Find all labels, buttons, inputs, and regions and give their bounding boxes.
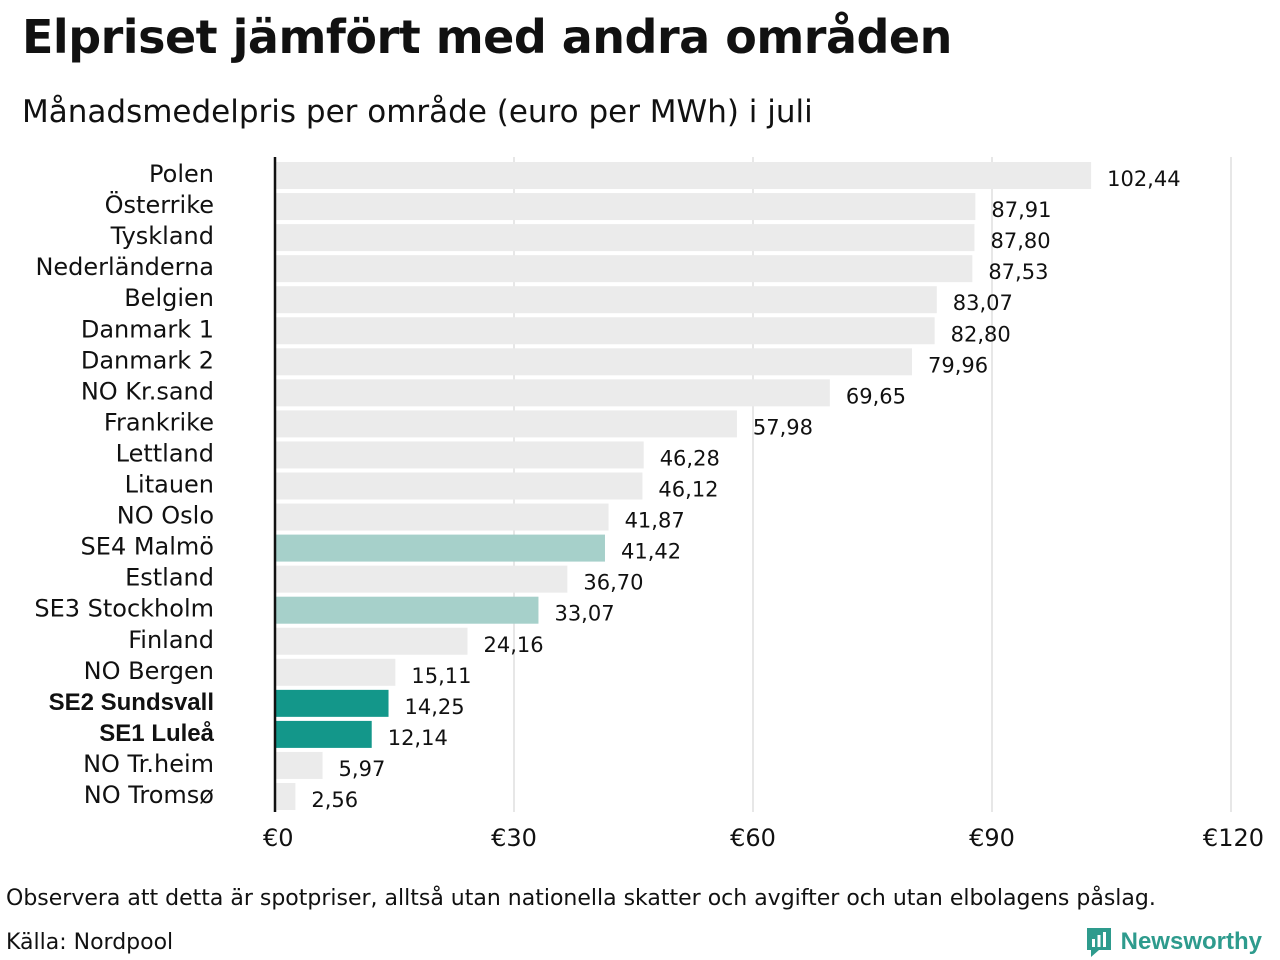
footnote: Observera att detta är spotpriser, allts… <box>6 886 1156 911</box>
bar <box>275 658 396 686</box>
value-label: 79,96 <box>928 353 988 377</box>
x-tick-label: €0 <box>263 824 294 852</box>
x-tick-label: €60 <box>730 824 776 852</box>
bar <box>275 596 539 624</box>
bar <box>275 379 830 407</box>
bar <box>275 534 605 562</box>
category-label: SE1 Luleå <box>99 720 214 747</box>
x-tick-label: €120 <box>1203 824 1264 852</box>
category-label: NO Oslo <box>117 502 214 530</box>
bar <box>275 565 568 593</box>
bar <box>275 720 372 748</box>
category-label: Lettland <box>116 439 214 467</box>
category-label: Estland <box>125 564 214 592</box>
value-label: 36,70 <box>583 571 643 595</box>
category-label: SE4 Malmö <box>81 533 214 561</box>
category-label: Nederländerna <box>35 253 214 281</box>
bars-layer <box>275 162 1092 810</box>
value-label: 5,97 <box>339 757 386 781</box>
value-label: 14,25 <box>405 695 465 719</box>
category-label: Polen <box>149 160 214 188</box>
bar <box>275 410 737 438</box>
value-label: 82,80 <box>951 322 1011 346</box>
brand-logo: Newsworthy <box>1085 924 1262 960</box>
category-label: Finland <box>128 626 214 654</box>
bar-chart: €0 €30 €60 €90 €120 Polen 102,44 Österrike 87,91… <box>34 157 1264 852</box>
category-label: NO Kr.sand <box>81 377 214 405</box>
value-label: 41,42 <box>621 540 681 564</box>
bar <box>275 751 323 779</box>
brand-name: Newsworthy <box>1120 928 1262 955</box>
bar <box>275 627 468 655</box>
value-label: 87,53 <box>988 260 1048 284</box>
category-label: Danmark 1 <box>81 315 214 343</box>
bar <box>275 472 643 500</box>
chart-title: Elpriset jämfört med andra områden <box>22 10 952 64</box>
value-label: 2,56 <box>311 788 358 812</box>
value-label: 46,12 <box>658 478 718 502</box>
value-label: 87,91 <box>991 198 1051 222</box>
category-label: SE2 Sundsvall <box>49 689 214 716</box>
value-label: 24,16 <box>483 633 543 657</box>
category-label: Belgien <box>124 284 214 312</box>
bar <box>275 689 389 717</box>
category-label: Tyskland <box>110 222 214 250</box>
chart-subtitle: Månadsmedelpris per område (euro per MWh… <box>22 94 813 130</box>
value-label: 33,07 <box>554 602 614 626</box>
value-label: 69,65 <box>846 384 906 408</box>
source-note: Källa: Nordpool <box>6 930 174 955</box>
x-tick-label: €30 <box>491 824 537 852</box>
bar <box>275 162 1092 189</box>
bar <box>275 286 937 314</box>
category-label: NO Tr.heim <box>83 750 214 778</box>
bar <box>275 193 976 221</box>
bar <box>275 348 913 376</box>
value-label: 87,80 <box>990 229 1050 253</box>
category-label: NO Tromsø <box>84 781 214 809</box>
value-label: 83,07 <box>953 291 1013 315</box>
newsworthy-logo-icon <box>1086 928 1111 957</box>
value-label: 57,98 <box>753 415 813 439</box>
value-label: 41,87 <box>625 509 685 533</box>
category-label: Österrike <box>105 190 214 219</box>
value-label: 15,11 <box>411 664 471 688</box>
bar <box>275 317 935 345</box>
labels-layer: €0 €30 €60 €90 €120 Polen 102,44 Österrike 87,91… <box>34 160 1264 852</box>
bar <box>275 503 609 531</box>
x-tick-label: €90 <box>969 824 1015 852</box>
bar <box>275 441 644 469</box>
category-label: Litauen <box>125 471 214 499</box>
value-label: 102,44 <box>1107 167 1180 191</box>
bar <box>275 783 296 810</box>
value-label: 46,28 <box>660 446 720 470</box>
bar <box>275 224 975 252</box>
category-label: SE3 Stockholm <box>34 595 214 623</box>
value-label: 12,14 <box>388 726 448 750</box>
category-label: NO Bergen <box>84 657 214 685</box>
category-label: Frankrike <box>104 408 214 436</box>
bar <box>275 255 973 283</box>
category-label: Danmark 2 <box>81 346 214 374</box>
